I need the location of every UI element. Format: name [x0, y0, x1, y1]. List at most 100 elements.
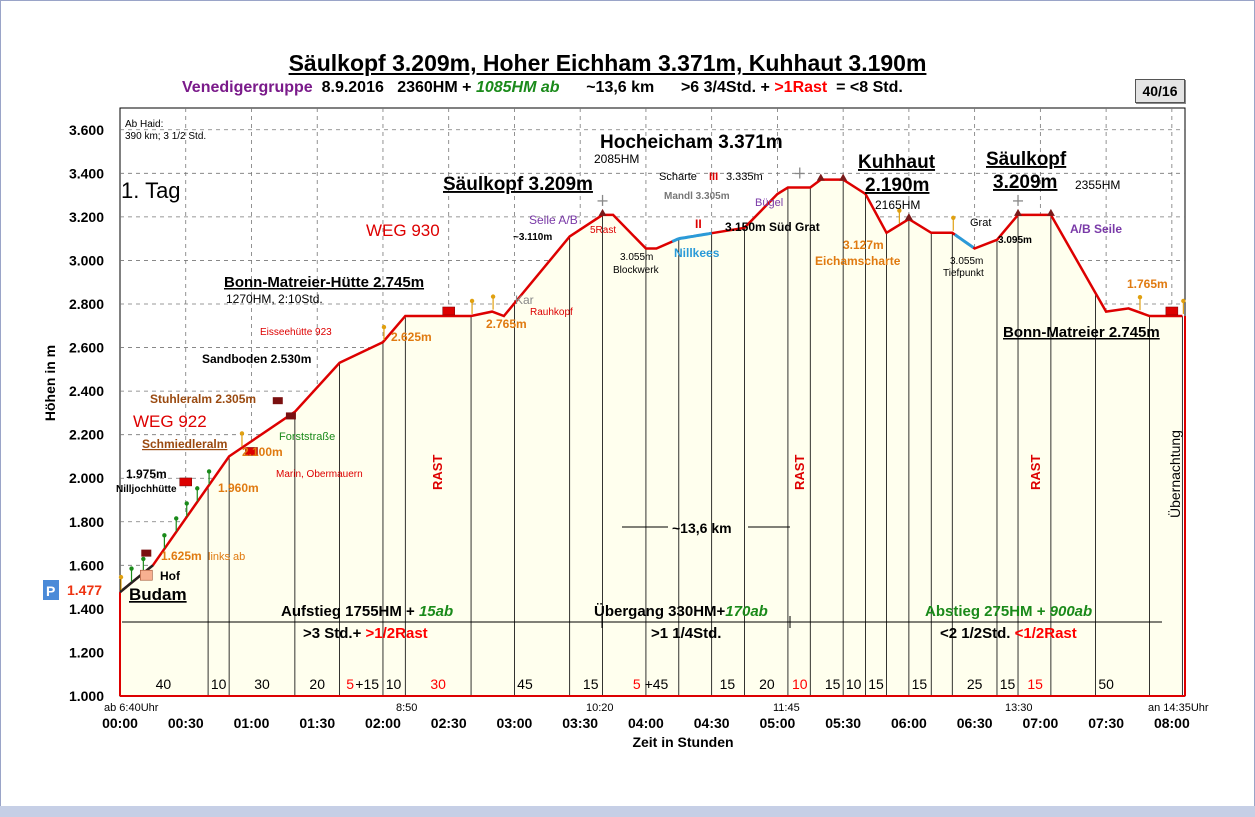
label-hocheicham: Hocheicham 3.371m	[600, 132, 783, 153]
label-nillkees: Nillkees	[674, 246, 720, 260]
label-uebergang-time: >1 1/4Std.	[651, 625, 721, 642]
subtitle-down: 1085HM ab	[475, 79, 560, 96]
signpost-head	[118, 574, 124, 580]
label-rauhkopf: Rauhkopf	[530, 307, 573, 318]
abstieg-text: Abstieg 275HM +	[925, 603, 1046, 620]
aufstieg-rast: >1/2Rast	[366, 625, 428, 642]
label-aufstieg: Aufstieg 1755HM + 15ab	[281, 603, 453, 620]
y-axis-ticks: 1.000 1.200 1.400 1.600 1.800 2.000 2.200 2.400…	[69, 122, 104, 704]
label-5rast: 5Rast	[590, 225, 616, 236]
signpost-head	[239, 431, 245, 436]
y-axis-label: Höhen in m	[42, 345, 58, 421]
aufstieg-time: >3 Std.+	[303, 625, 362, 642]
hut-marker	[1165, 306, 1179, 316]
signpost-head	[490, 294, 496, 299]
label-2355hm: 2355HM	[1075, 178, 1120, 192]
uebergang-ab: 170ab	[725, 603, 768, 620]
waypoint-triangle	[598, 208, 607, 216]
label-t1020: 10:20	[586, 702, 614, 714]
segment-minute-label: 30	[254, 676, 270, 692]
x-tick-label: 06:30	[957, 715, 993, 731]
label-3095: 3.095m	[998, 235, 1032, 246]
segment-minute-label: 15	[825, 676, 841, 692]
x-tick-label: 00:30	[168, 715, 204, 731]
x-tick-label: 03:30	[562, 715, 598, 731]
label-3110: ~3.110m	[513, 232, 552, 243]
x-axis-label: Zeit in Stunden	[632, 734, 733, 750]
label-nilljoch: Nilljochhütte	[116, 484, 177, 495]
x-tick-label: 02:30	[431, 715, 467, 731]
signpost-head	[381, 324, 387, 330]
uebergang-text: Übergang 330HM+	[594, 603, 726, 620]
abstieg-ab: 900ab	[1050, 603, 1093, 620]
segment-minute-label: 10	[792, 676, 808, 692]
label-t1145: 11:45	[773, 702, 800, 714]
segment-minute-label: 5	[346, 676, 354, 692]
segment-minute-label: 10	[846, 676, 862, 692]
hut-marker	[245, 447, 258, 456]
chart-title: Säulkopf 3.209m, Hoher Eichham 3.371m, K…	[288, 50, 927, 76]
x-tick-label: 07:30	[1088, 715, 1124, 731]
y-tick-label: 3.600	[69, 122, 104, 138]
subtitle-distance: ~13,6 km	[586, 79, 655, 96]
label-scharte-num: III	[709, 171, 718, 183]
label-1625: 1.625m	[161, 549, 202, 563]
y-tick-label: 2.400	[69, 383, 104, 399]
label-1960: 1.960m	[218, 481, 259, 495]
label-abstieg: Abstieg 275HM + 900ab	[925, 603, 1092, 620]
x-tick-label: 01:00	[234, 715, 270, 731]
label-1765: 1.765m	[1127, 277, 1168, 291]
x-tick-label: 06:00	[891, 715, 927, 731]
alm-marker	[285, 412, 296, 420]
segment-minute-label: 50	[1098, 676, 1114, 692]
nillkees-glacier-line	[671, 231, 712, 243]
segment-minute-label: +15	[355, 676, 379, 692]
signpost-head	[162, 533, 167, 538]
x-tick-label: 08:00	[1154, 715, 1190, 731]
label-seile-ab: Seile A/B	[529, 213, 578, 227]
x-tick-label: 05:00	[760, 715, 796, 731]
label-t850: 8:50	[396, 702, 417, 714]
label-forststrasse: Forststraße	[279, 431, 335, 443]
label-buegel: Bügel	[755, 197, 783, 209]
label-2765: 2.765m	[486, 317, 527, 331]
segment-minute-label: 30	[430, 676, 446, 692]
label-abstieg-time: <2 1/2Std. <1/2Rast	[940, 625, 1077, 642]
label-links-ab: links ab	[208, 551, 245, 563]
segment-minute-label: 15	[583, 676, 599, 692]
y-tick-label: 1.600	[69, 557, 104, 573]
label-sandboden: Sandboden 2.530m	[202, 352, 311, 366]
segment-minute-label: +45	[645, 676, 669, 692]
segment-minute-label: 45	[517, 676, 533, 692]
label-marin: Marin, Obermauern	[276, 469, 363, 480]
alm-marker	[141, 549, 152, 557]
tiefpunkt-glacier-line	[954, 233, 975, 249]
signpost-head	[174, 516, 179, 521]
x-tick-label: 04:30	[694, 715, 730, 731]
signpost-head	[469, 298, 475, 304]
label-saeulkopf-2: Säulkopf	[986, 149, 1067, 170]
signpost-head	[129, 566, 134, 571]
segment-minute-label: 15	[1027, 676, 1043, 692]
x-tick-label: 03:00	[497, 715, 533, 731]
parking-badge	[43, 580, 59, 600]
label-grat: Grat	[970, 217, 991, 229]
segment-minute-label: 15	[868, 676, 884, 692]
label-ab-haid-2: 390 km; 3 1/2 Std.	[125, 131, 206, 142]
label-saeulkopf-2-h: 3.209m	[993, 172, 1057, 193]
label-km: ~13,6 km	[672, 520, 732, 536]
y-tick-label: 2.600	[69, 340, 104, 356]
segment-minute-label: 15	[1000, 676, 1016, 692]
waypoint-triangle	[839, 173, 848, 181]
signpost-head	[897, 208, 902, 213]
aufstieg-ab: 15ab	[419, 603, 453, 620]
hut-marker	[442, 306, 455, 316]
section-lines	[119, 179, 1186, 697]
y-tick-label: 2.000	[69, 470, 104, 486]
y-tick-label: 3.000	[69, 252, 104, 268]
label-stuhleralm: Stuhleralm 2.305m	[150, 392, 256, 406]
label-sued-grat: 3.150m Süd Grat	[725, 220, 820, 234]
label-2625: 2.625m	[391, 330, 432, 344]
y-tick-label: 1.000	[69, 688, 104, 704]
